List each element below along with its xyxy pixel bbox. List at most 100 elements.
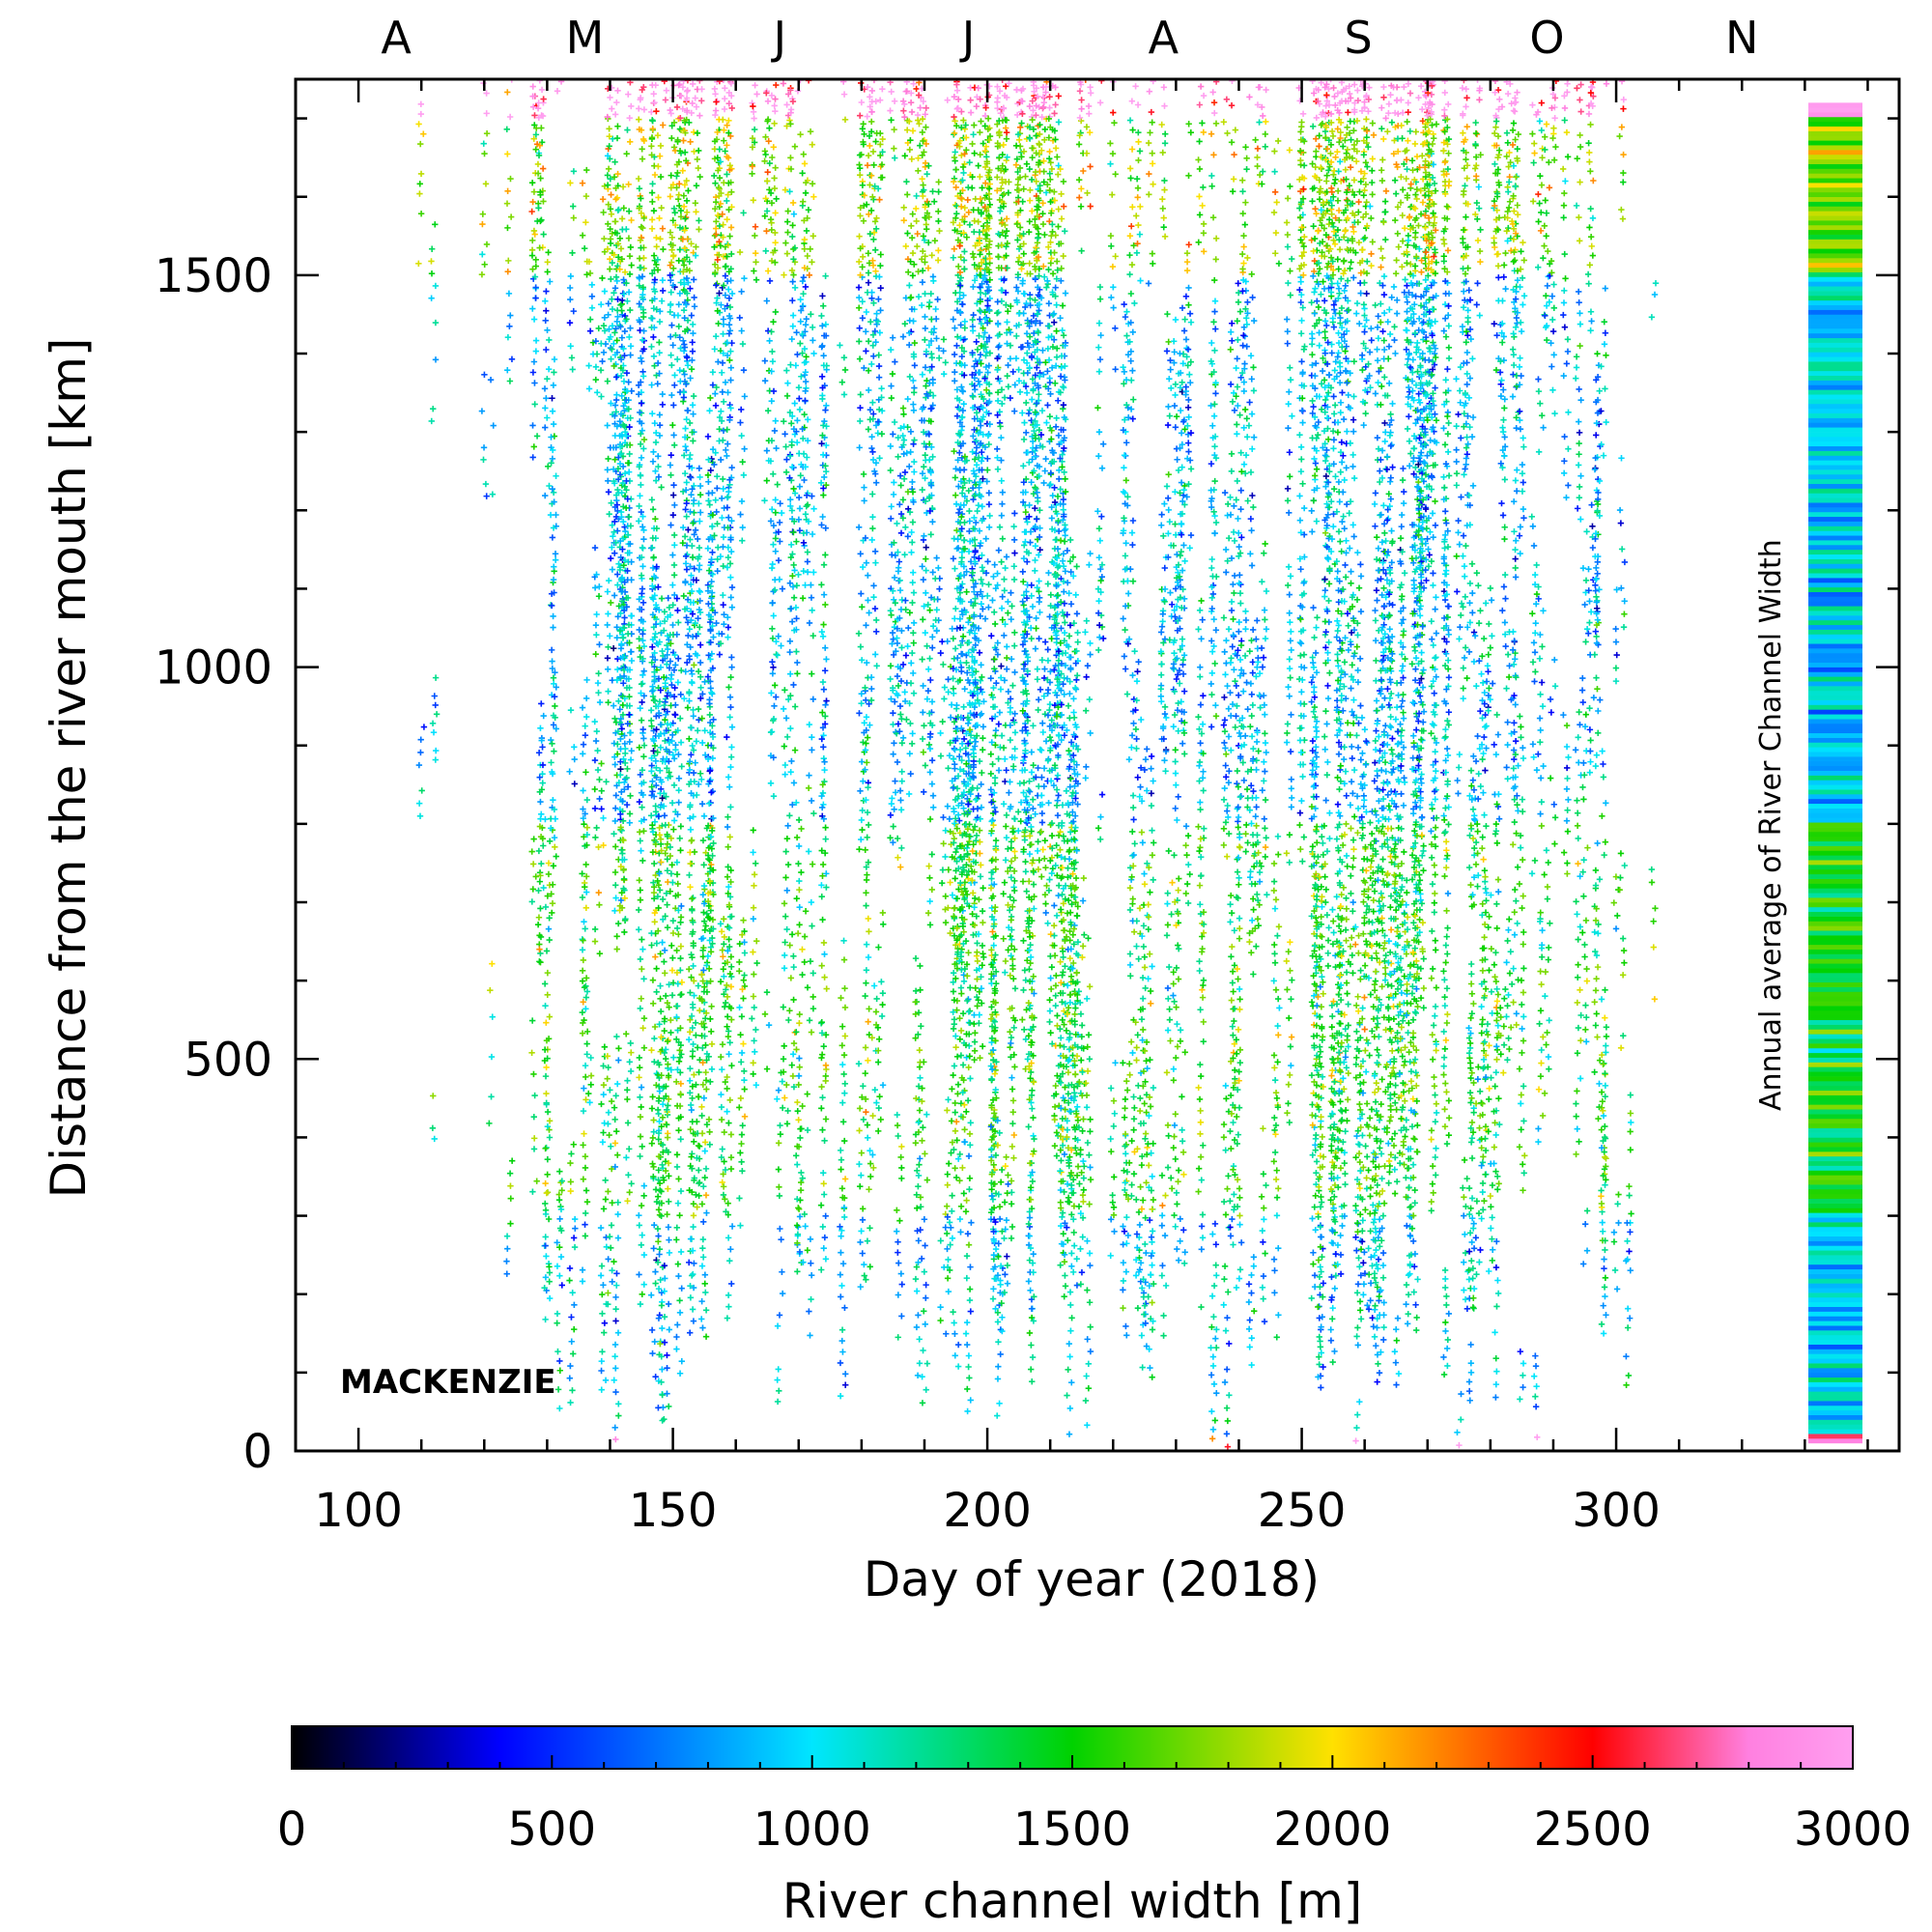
width-point xyxy=(808,1272,815,1279)
width-point xyxy=(720,437,726,444)
width-point xyxy=(792,362,800,369)
width-point xyxy=(720,916,727,923)
width-point xyxy=(600,1082,608,1089)
width-point xyxy=(674,169,681,177)
width-point xyxy=(611,289,617,297)
width-point xyxy=(923,104,929,112)
width-point xyxy=(627,343,635,350)
width-point xyxy=(614,170,621,178)
width-point xyxy=(649,181,656,187)
width-point xyxy=(600,841,607,849)
width-point xyxy=(668,737,675,745)
width-point xyxy=(626,253,634,260)
width-point xyxy=(596,640,603,648)
width-point xyxy=(579,967,586,974)
width-point xyxy=(858,836,865,843)
width-point xyxy=(681,371,688,378)
width-point xyxy=(529,305,536,312)
width-point xyxy=(701,727,708,734)
width-point xyxy=(894,1122,901,1129)
width-point xyxy=(753,259,759,266)
width-point xyxy=(670,531,678,539)
width-point xyxy=(951,154,958,161)
width-point xyxy=(726,694,734,700)
width-point xyxy=(618,827,625,835)
width-point xyxy=(856,444,863,451)
width-point xyxy=(592,338,600,345)
width-point xyxy=(863,1108,869,1116)
width-point xyxy=(556,1215,563,1222)
width-point xyxy=(906,282,913,289)
width-point xyxy=(878,1012,886,1020)
width-point xyxy=(800,290,807,298)
width-point xyxy=(532,295,539,301)
width-point xyxy=(841,1176,849,1182)
width-point xyxy=(897,482,904,489)
width-point xyxy=(786,117,793,124)
width-point xyxy=(910,377,917,384)
width-point xyxy=(636,116,642,123)
width-point xyxy=(738,327,745,334)
width-point xyxy=(600,209,607,216)
width-point xyxy=(655,1177,662,1183)
width-point xyxy=(658,1188,665,1195)
width-point xyxy=(621,312,629,320)
width-point xyxy=(887,663,895,669)
width-point xyxy=(864,734,871,741)
width-point xyxy=(640,742,648,749)
width-point xyxy=(664,693,670,699)
width-point xyxy=(674,655,682,662)
width-point xyxy=(702,1068,709,1076)
width-point xyxy=(726,327,734,334)
width-point xyxy=(580,1176,587,1182)
width-point xyxy=(668,671,675,678)
width-point xyxy=(430,729,438,736)
width-point xyxy=(936,227,943,235)
width-point xyxy=(892,155,898,161)
width-point xyxy=(544,1122,552,1130)
width-point xyxy=(617,735,624,743)
width-point xyxy=(776,1183,782,1191)
width-point xyxy=(659,276,667,284)
width-point xyxy=(627,756,635,763)
width-point xyxy=(587,1081,594,1089)
width-point xyxy=(920,576,927,583)
width-point xyxy=(900,107,907,114)
width-point xyxy=(583,676,590,684)
width-point xyxy=(649,1160,656,1167)
width-point xyxy=(552,556,559,563)
width-point xyxy=(860,1116,867,1123)
width-point xyxy=(611,1104,618,1111)
width-point xyxy=(428,295,435,301)
width-point xyxy=(724,843,731,850)
width-point xyxy=(683,107,691,114)
width-point xyxy=(639,291,646,298)
width-point xyxy=(544,1189,552,1196)
width-point xyxy=(951,113,957,121)
width-point xyxy=(543,346,550,354)
width-point xyxy=(592,650,599,658)
width-point xyxy=(489,1013,496,1020)
width-point xyxy=(862,1069,868,1077)
width-point xyxy=(909,599,916,607)
width-point xyxy=(802,322,810,328)
width-point xyxy=(595,689,602,696)
width-point xyxy=(951,131,957,138)
width-point xyxy=(953,1053,961,1060)
width-point xyxy=(837,1392,844,1400)
width-point xyxy=(862,992,868,1000)
width-point xyxy=(508,1157,516,1164)
width-point xyxy=(784,218,791,225)
width-point xyxy=(923,171,930,178)
width-point xyxy=(907,99,915,106)
width-point xyxy=(650,879,657,886)
width-point xyxy=(922,452,928,459)
width-point xyxy=(867,1225,873,1232)
width-point xyxy=(581,983,588,991)
width-point xyxy=(656,370,663,377)
width-point xyxy=(570,1235,578,1241)
width-point xyxy=(637,440,644,447)
width-point xyxy=(662,1046,669,1053)
width-point xyxy=(624,720,632,727)
width-point xyxy=(686,626,694,633)
